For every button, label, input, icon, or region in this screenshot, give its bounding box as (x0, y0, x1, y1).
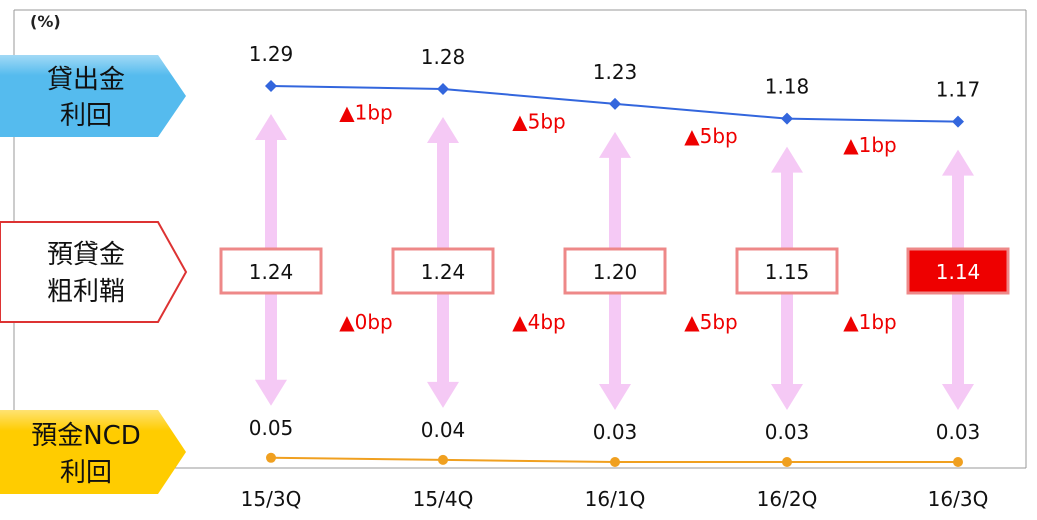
x-tick-label: 16/3Q (928, 487, 989, 511)
spread-value-box (735, 247, 839, 295)
data-label: 1.17 (936, 78, 981, 102)
loan-rate-label: 貸出金 利回 (0, 55, 186, 137)
x-tick-label: 15/4Q (413, 487, 474, 511)
data-label: 0.05 (249, 416, 294, 440)
spread-change-label: ▲0bp (339, 310, 393, 334)
series-lines (265, 80, 964, 467)
data-point (952, 115, 964, 128)
x-tick-label: 16/2Q (757, 487, 818, 511)
data-label: 0.03 (765, 420, 810, 444)
data-label: 0.04 (421, 418, 466, 442)
loan-rate-change-label: ▲5bp (512, 109, 566, 133)
data-label: 1.28 (421, 45, 466, 69)
data-point (781, 112, 793, 125)
spread-label-line1: 預貸金 (47, 240, 125, 270)
value-labels: 1.29 1.28 1.23 1.18 1.17 0.05 0.04 0.03 0.03 0.03 (249, 42, 981, 444)
data-label: 0.03 (936, 420, 981, 444)
data-point (953, 457, 963, 467)
spread-value-box (563, 247, 667, 295)
loan-rate-label-gloss (0, 55, 186, 96)
data-point (609, 97, 621, 110)
spread-value-box (391, 247, 495, 295)
data-point (265, 80, 277, 92)
spread-change-label: ▲5bp (684, 310, 738, 334)
deposit-rate-label-line2: 利回 (60, 458, 112, 488)
spread-label-shape (0, 221, 188, 323)
deposit-rate-label: 預金NCD 利回 (0, 410, 186, 494)
spread-label-line2: 粗利鞘 (47, 277, 125, 307)
data-point (438, 454, 448, 465)
loan-rate-change-label: ▲1bp (843, 133, 897, 157)
spread-value-label: 1.15 (765, 260, 810, 284)
data-point (266, 452, 276, 463)
data-label: 1.29 (249, 42, 294, 66)
data-label: 0.03 (593, 420, 638, 444)
spread-change-label: ▲4bp (512, 310, 566, 334)
spread-value-label: 1.20 (593, 260, 638, 284)
spread-label: 預貸金 粗利鞘 (0, 221, 188, 323)
unit-label: (%) (30, 12, 61, 31)
x-axis-ticks: 15/3Q 15/4Q 16/1Q 16/2Q 16/3Q (241, 487, 989, 511)
loan-rate-label-line1: 貸出金 (47, 65, 125, 95)
loan-rate-change-label: ▲5bp (684, 124, 738, 148)
data-point (437, 82, 449, 95)
x-tick-label: 15/3Q (241, 487, 302, 511)
spread-value-label: 1.14 (936, 260, 981, 284)
spread-change-label: ▲1bp (843, 310, 897, 334)
data-label: 1.18 (765, 75, 810, 99)
spread-value-box (906, 247, 1010, 295)
spread-value-label: 1.24 (249, 260, 294, 284)
deposit-rate-label-line1: 預金NCD (31, 421, 141, 451)
spread-value-box (219, 247, 323, 295)
loan-rate-label-line2: 利回 (60, 101, 112, 131)
data-point (782, 457, 792, 467)
deposit-rate-label-gloss (0, 410, 186, 452)
data-label: 1.23 (593, 60, 638, 84)
x-tick-label: 16/1Q (585, 487, 646, 511)
spread-value-label: 1.24 (421, 260, 466, 284)
change-labels: ▲1bp ▲5bp ▲5bp ▲1bp ▲0bp ▲4bp ▲5bp ▲1bp (339, 100, 897, 334)
loan-rate-change-label: ▲1bp (339, 100, 393, 124)
data-point (610, 457, 620, 467)
spread-boxes: 1.24 1.24 1.20 1.15 1.14 (219, 247, 1010, 295)
